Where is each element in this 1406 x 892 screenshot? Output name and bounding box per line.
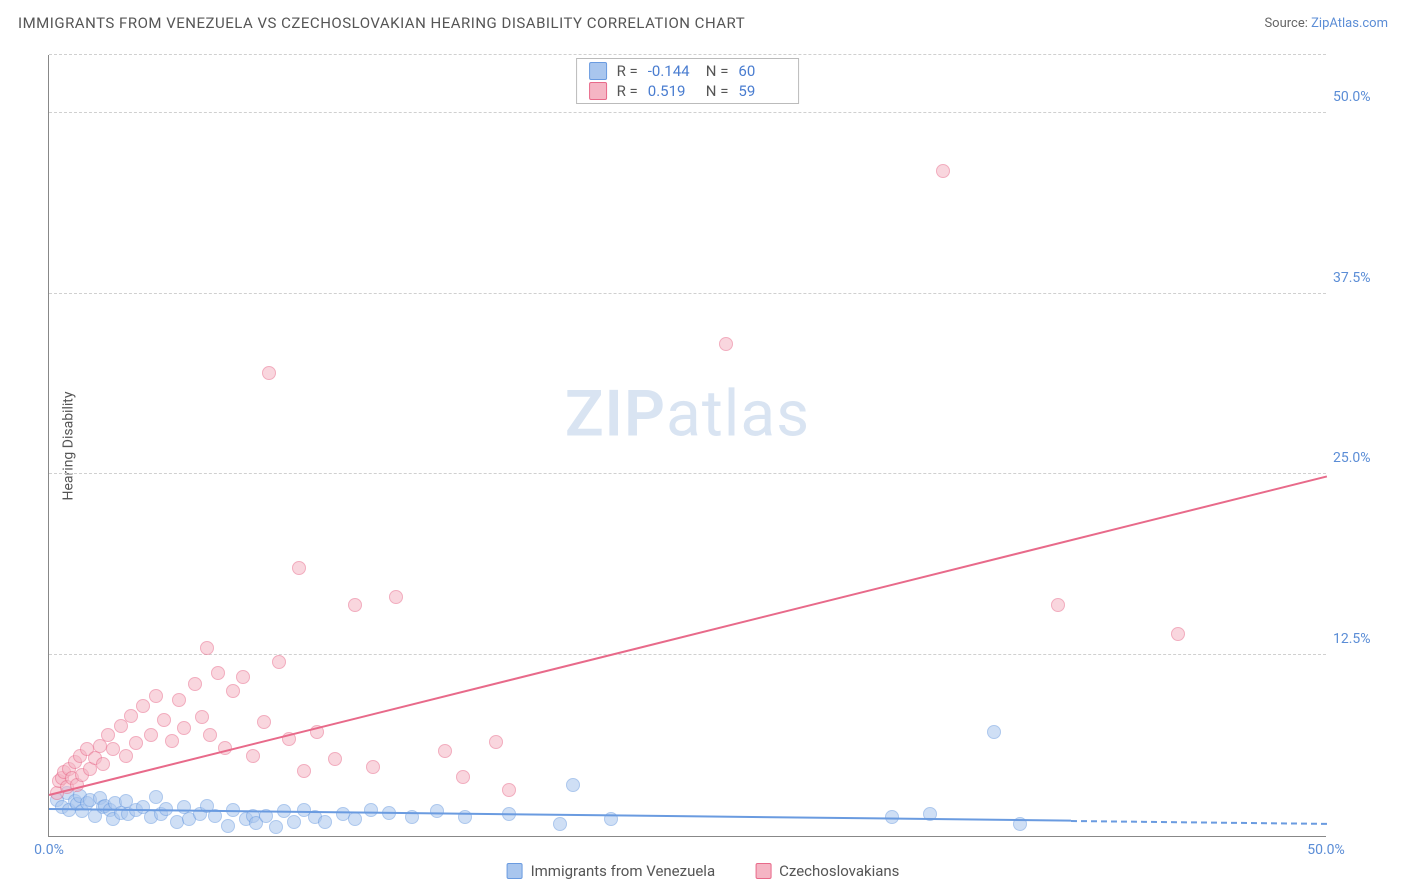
data-point [328,752,342,766]
data-point [101,728,115,742]
series-legend: Immigrants from Venezuela Czechoslovakian… [507,862,900,880]
n-value: 60 [738,62,786,80]
n-value: 59 [738,82,786,100]
y-tick-label: 12.5% [1333,631,1388,647]
data-point [200,641,214,655]
data-point [292,561,306,575]
n-label: N = [706,82,729,100]
data-point [124,709,138,723]
r-value: 0.519 [648,82,696,100]
data-point [389,590,403,604]
data-point [203,728,217,742]
legend-item: Immigrants from Venezuela [507,862,716,880]
data-point [364,803,378,817]
y-tick-label: 37.5% [1333,270,1388,286]
data-point [211,666,225,680]
data-point [287,815,301,829]
data-point [96,757,110,771]
data-point [987,725,1001,739]
data-point [144,728,158,742]
gridline [49,293,1326,294]
r-label: R = [617,82,638,100]
legend-item: Czechoslovakians [755,862,899,880]
data-point [1171,627,1185,641]
data-point [936,164,950,178]
source-link[interactable]: ZipAtlas.com [1311,16,1388,31]
stats-legend-row: R = 0.519 N = 59 [577,81,799,101]
data-point [136,699,150,713]
trend-line [49,475,1327,796]
source-attribution: Source: ZipAtlas.com [1264,16,1388,31]
data-point [149,689,163,703]
legend-label: Czechoslovakians [779,862,899,880]
data-point [177,721,191,735]
data-point [157,713,171,727]
gridline [49,112,1326,113]
data-point [221,819,235,833]
data-point [246,749,260,763]
data-point [165,734,179,748]
data-point [149,790,163,804]
r-label: R = [617,62,638,80]
data-point [438,744,452,758]
data-point [348,812,362,826]
data-point [172,693,186,707]
legend-swatch [755,863,771,879]
plot-area: ZIPatlas R =-0.144N =60R =0.519N =59 12.… [48,55,1326,837]
legend-swatch [507,863,523,879]
gridline [49,654,1326,655]
data-point [236,670,250,684]
data-point [257,715,271,729]
legend-swatch [589,82,607,100]
data-point [456,770,470,784]
n-label: N = [706,62,729,80]
data-point [489,735,503,749]
correlation-chart: Hearing Disability ZIPatlas R =-0.144N =… [48,55,1326,837]
data-point [188,677,202,691]
r-value: -0.144 [648,62,696,80]
data-point [269,820,283,834]
data-point [318,815,332,829]
data-point [129,736,143,750]
data-point [348,598,362,612]
data-point [106,742,120,756]
gridline [49,473,1326,474]
x-tick-label: 0.0% [34,842,64,858]
data-point [262,366,276,380]
y-tick-label: 50.0% [1333,89,1388,105]
data-point [272,655,286,669]
data-point [366,760,380,774]
gridline [49,54,1326,55]
data-point [719,337,733,351]
legend-label: Immigrants from Venezuela [531,862,716,880]
stats-legend: R = -0.144 N = 60 R = 0.519 N = 59 [576,58,800,104]
stats-legend-row: R = -0.144 N = 60 [577,61,799,81]
data-point [553,817,567,831]
data-point [297,764,311,778]
trend-line-extrapolated [1071,820,1327,825]
legend-swatch [589,62,607,80]
data-point [226,684,240,698]
data-point [195,710,209,724]
data-point [566,778,580,792]
watermark: ZIPatlas [565,377,810,452]
x-tick-label: 50.0% [1307,842,1345,858]
data-point [119,749,133,763]
y-tick-label: 25.0% [1333,450,1388,466]
data-point [1051,598,1065,612]
page-title: IMMIGRANTS FROM VENEZUELA VS CZECHOSLOVA… [18,14,745,32]
data-point [502,783,516,797]
